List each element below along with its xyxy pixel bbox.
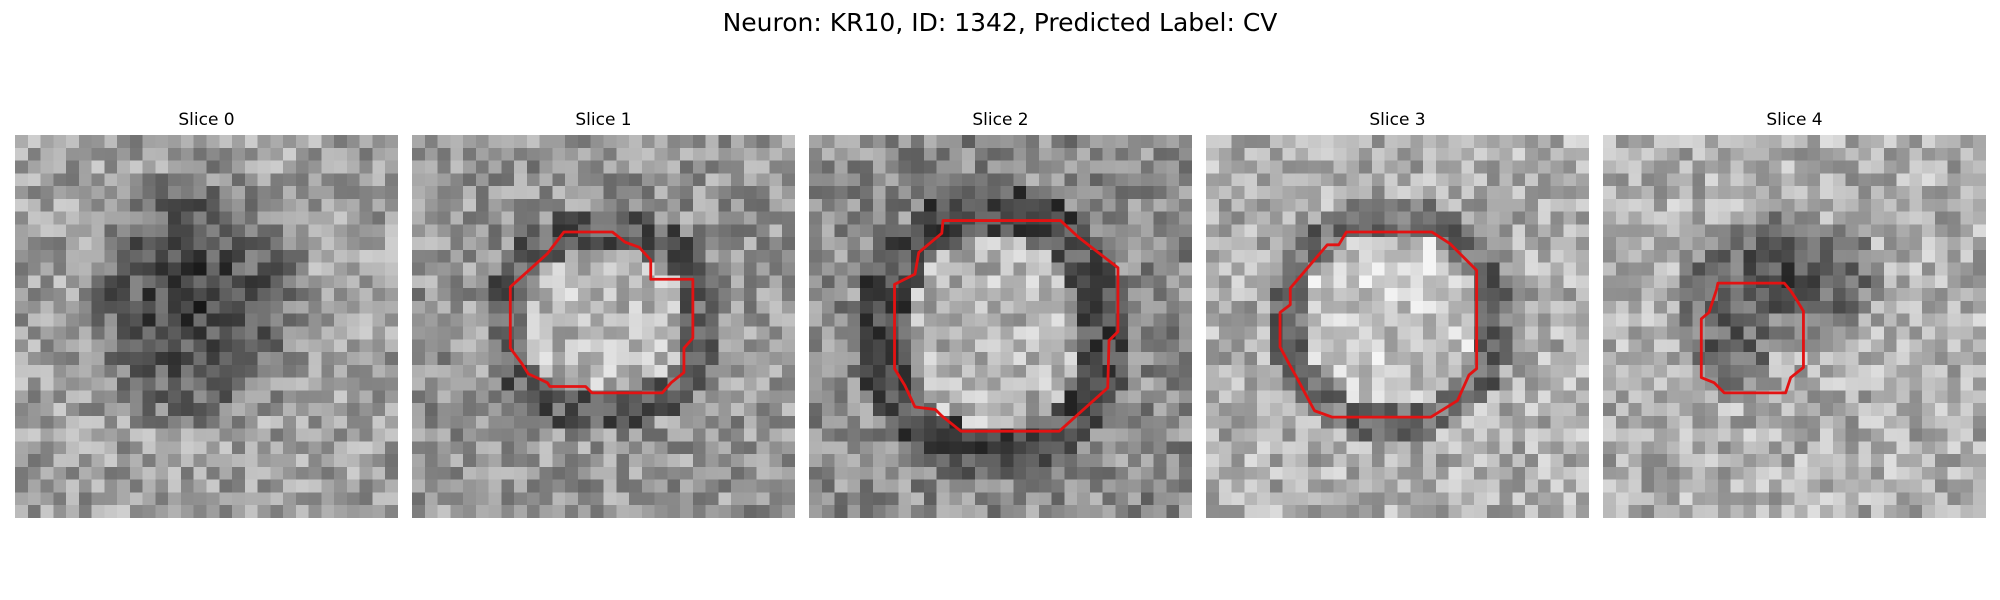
segmentation-contour bbox=[508, 230, 695, 395]
slice-image bbox=[1603, 135, 1986, 518]
segmentation-contour bbox=[1699, 281, 1805, 395]
pixel-grid bbox=[809, 135, 1192, 518]
slice-image bbox=[15, 135, 398, 518]
segmentation-contour bbox=[1278, 230, 1479, 419]
slice-title: Slice 1 bbox=[575, 110, 632, 130]
slice-title: Slice 3 bbox=[1369, 110, 1426, 130]
slice-image bbox=[1206, 135, 1589, 518]
figure-title: Neuron: KR10, ID: 1342, Predicted Label:… bbox=[722, 8, 1278, 37]
slice-title: Slice 4 bbox=[1766, 110, 1823, 130]
slice-title: Slice 0 bbox=[178, 110, 235, 130]
pixel-grid bbox=[412, 135, 795, 518]
slice-image bbox=[809, 135, 1192, 518]
segmentation-contour bbox=[893, 219, 1120, 433]
pixel-grid bbox=[1206, 135, 1589, 518]
pixel-grid bbox=[15, 135, 398, 518]
slice-title: Slice 2 bbox=[972, 110, 1029, 130]
pixel-grid bbox=[1603, 135, 1986, 518]
slice-image bbox=[412, 135, 795, 518]
